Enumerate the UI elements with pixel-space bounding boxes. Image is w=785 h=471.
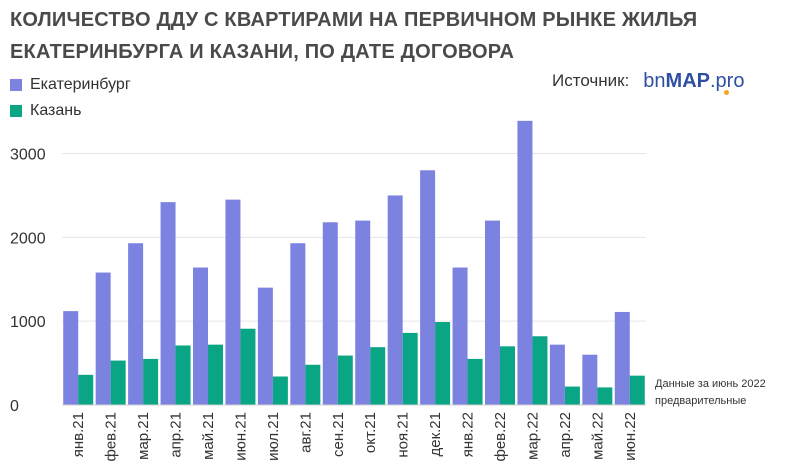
bar-kazan	[78, 374, 94, 405]
x-tick-label: июн.22	[622, 412, 639, 461]
bar-ekaterinburg	[485, 220, 500, 405]
bar-kazan	[305, 364, 321, 405]
legend: Екатеринбург Казань	[10, 72, 131, 124]
bar-ekaterinburg	[582, 354, 598, 405]
x-tick-label: фев.21	[103, 412, 120, 462]
x-tick-label: авг.21	[297, 412, 314, 453]
logo-pin-icon	[724, 89, 730, 95]
x-tick-label: янв.22	[460, 412, 477, 457]
bar-kazan	[629, 375, 645, 405]
legend-item-ekaterinburg: Екатеринбург	[10, 72, 131, 98]
bar-kazan	[532, 336, 548, 405]
legend-label-kazan: Казань	[30, 102, 82, 119]
x-tick-label: апр.22	[557, 412, 574, 458]
bar-kazan	[208, 344, 223, 405]
bar-kazan	[110, 360, 126, 405]
legend-swatch-ekaterinburg	[10, 79, 22, 91]
bar-ekaterinburg	[225, 199, 241, 405]
y-tick-label: 3000	[10, 147, 46, 164]
bar-kazan	[467, 358, 483, 405]
y-tick-label: 0	[10, 398, 19, 415]
x-tick-label: сен.21	[330, 412, 347, 457]
bar-kazan	[402, 332, 418, 405]
bar-kazan	[370, 347, 386, 405]
bar-ekaterinburg	[614, 311, 630, 405]
x-tick-label: дек.21	[427, 412, 444, 457]
bar-ekaterinburg	[128, 243, 144, 405]
bar-ekaterinburg	[290, 243, 306, 405]
bar-ekaterinburg	[452, 267, 468, 405]
bar-ekaterinburg	[95, 272, 111, 405]
bar-ekaterinburg	[322, 222, 338, 405]
source-label: Источник:	[552, 71, 630, 90]
bar-ekaterinburg	[355, 220, 371, 405]
logo-text-map: MAP	[665, 69, 710, 92]
bar-kazan	[597, 387, 613, 405]
x-tick-label: янв.21	[70, 412, 87, 457]
x-tick-label: фев.22	[492, 412, 509, 462]
bar-kazan	[337, 355, 353, 405]
bar-kazan	[500, 346, 515, 405]
data-note: Данные за июнь 2022 предварительные	[655, 378, 766, 407]
bar-kazan	[175, 345, 191, 405]
x-tick-label: ноя.21	[395, 412, 412, 458]
bar-ekaterinburg	[193, 267, 208, 405]
y-tick-label: 2000	[10, 230, 46, 247]
bar-kazan	[143, 358, 159, 405]
x-tick-label: мар.22	[524, 412, 541, 460]
bar-ekaterinburg	[387, 195, 403, 405]
x-tick-label: мар.21	[135, 412, 152, 460]
logo-text-bn: bn	[643, 69, 666, 92]
bar-ekaterinburg	[160, 202, 176, 405]
x-tick-label: июн.21	[232, 412, 249, 461]
bnmap-logo: bn MAP .pro	[643, 69, 745, 95]
bar-kazan	[272, 376, 288, 405]
bar-ekaterinburg	[257, 287, 273, 405]
bar-ekaterinburg	[63, 311, 79, 405]
chart-title: КОЛИЧЕСТВО ДДУ С КВАРТИРАМИ НА ПЕРВИЧНОМ…	[10, 9, 698, 63]
bar-kazan	[435, 322, 451, 405]
legend-swatch-kazan	[10, 105, 22, 117]
bar-ekaterinburg	[549, 344, 565, 405]
logo-text-pro: .pro	[710, 69, 745, 92]
bar-kazan	[240, 328, 256, 405]
y-tick-label: 1000	[10, 314, 46, 331]
x-tick-label: апр.21	[168, 412, 185, 458]
x-tick-label: май.21	[200, 412, 217, 460]
bar-kazan	[564, 386, 580, 405]
bar-ekaterinburg	[420, 170, 436, 405]
source: Источник: bn MAP .pro	[552, 68, 745, 95]
x-tick-label: май.22	[589, 412, 606, 460]
legend-label-ekaterinburg: Екатеринбург	[30, 76, 131, 93]
x-tick-label: июл.21	[265, 412, 282, 461]
bar-ekaterinburg	[517, 120, 533, 406]
legend-item-kazan: Казань	[10, 98, 131, 124]
x-tick-label: окт.21	[362, 412, 379, 453]
